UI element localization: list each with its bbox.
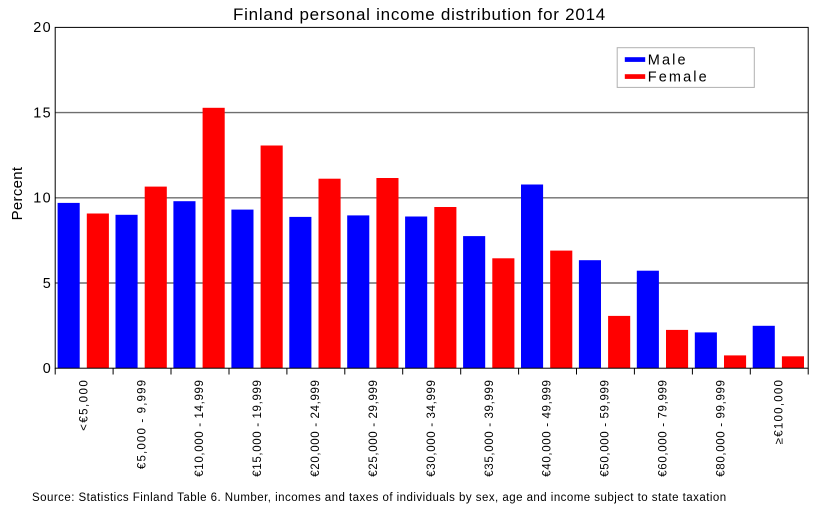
svg-text:<€5,000: <€5,000 (78, 379, 90, 431)
svg-text:€10,000 - 14,999: €10,000 - 14,999 (194, 379, 206, 476)
svg-text:Source: Statistics Finland Tab: Source: Statistics Finland Table 6. Numb… (32, 492, 727, 504)
svg-text:€15,000 - 19,999: €15,000 - 19,999 (252, 379, 264, 476)
svg-text:0: 0 (43, 361, 52, 377)
svg-text:€50,000 - 59,999: €50,000 - 59,999 (600, 379, 612, 476)
svg-text:15: 15 (33, 105, 52, 121)
svg-text:Finland personal income distri: Finland personal income distribution for… (233, 5, 606, 24)
svg-text:€35,000 - 39,999: €35,000 - 39,999 (484, 379, 496, 476)
svg-text:€60,000 - 79,999: €60,000 - 79,999 (658, 379, 670, 476)
svg-text:10: 10 (33, 191, 52, 207)
svg-text:Percent: Percent (9, 166, 26, 220)
svg-text:€30,000 - 34,999: €30,000 - 34,999 (426, 379, 438, 476)
svg-text:€5,000 - 9,999: €5,000 - 9,999 (136, 379, 148, 469)
svg-text:≥€100,000: ≥€100,000 (773, 379, 785, 445)
svg-text:€25,000 - 29,999: €25,000 - 29,999 (368, 379, 380, 476)
svg-text:Male: Male (648, 53, 688, 69)
svg-text:5: 5 (43, 276, 52, 292)
svg-text:20: 20 (33, 20, 52, 36)
svg-text:€40,000 - 49,999: €40,000 - 49,999 (542, 379, 554, 476)
svg-text:€80,000 - 99,999: €80,000 - 99,999 (716, 379, 728, 476)
svg-text:Female: Female (648, 69, 709, 85)
svg-text:€20,000 - 24,999: €20,000 - 24,999 (310, 379, 322, 476)
